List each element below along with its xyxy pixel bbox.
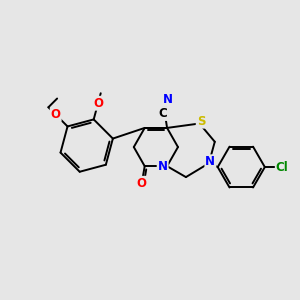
Text: N: N <box>163 93 173 106</box>
Text: O: O <box>137 177 147 190</box>
Text: C: C <box>158 107 167 120</box>
Text: N: N <box>206 155 215 168</box>
Text: O: O <box>93 97 103 110</box>
Text: Cl: Cl <box>275 160 288 174</box>
Text: O: O <box>51 108 61 121</box>
Text: S: S <box>197 115 205 128</box>
Text: N: N <box>158 160 168 173</box>
